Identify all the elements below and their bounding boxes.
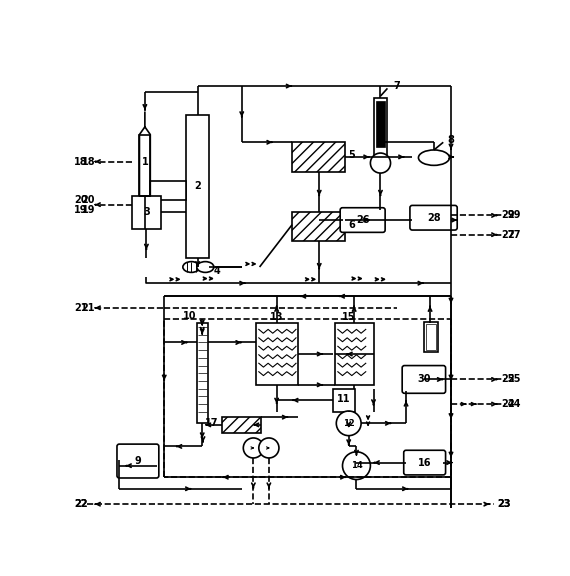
FancyBboxPatch shape bbox=[404, 450, 446, 475]
Text: 14: 14 bbox=[351, 461, 363, 470]
Bar bbox=[333, 389, 355, 412]
Text: 5: 5 bbox=[349, 150, 356, 160]
Circle shape bbox=[336, 411, 361, 435]
Text: 20: 20 bbox=[82, 195, 95, 205]
Bar bbox=[292, 142, 345, 172]
Text: 23: 23 bbox=[497, 499, 511, 509]
Bar bbox=[132, 196, 161, 229]
Text: 6: 6 bbox=[349, 219, 356, 230]
FancyBboxPatch shape bbox=[402, 366, 446, 393]
Bar bbox=[150, 181, 186, 200]
Circle shape bbox=[370, 153, 390, 173]
Text: 18: 18 bbox=[82, 157, 95, 166]
Bar bbox=[292, 211, 345, 241]
Text: 28: 28 bbox=[427, 213, 441, 223]
Text: 20: 20 bbox=[74, 195, 87, 205]
FancyBboxPatch shape bbox=[340, 208, 385, 232]
Bar bbox=[256, 323, 298, 385]
Circle shape bbox=[343, 452, 370, 480]
Bar bbox=[197, 323, 207, 423]
Text: 10: 10 bbox=[184, 310, 197, 320]
Bar bbox=[424, 321, 438, 353]
Text: 22: 22 bbox=[74, 499, 87, 509]
Text: 29: 29 bbox=[501, 210, 514, 221]
Text: 19: 19 bbox=[82, 205, 95, 215]
Text: 3: 3 bbox=[143, 207, 150, 217]
Bar bbox=[373, 98, 388, 156]
Text: 12: 12 bbox=[343, 419, 355, 428]
Text: 13: 13 bbox=[270, 312, 283, 322]
Circle shape bbox=[259, 438, 279, 458]
Text: 19: 19 bbox=[74, 205, 87, 215]
Bar bbox=[426, 324, 435, 350]
Text: 27: 27 bbox=[501, 230, 514, 240]
Text: 24: 24 bbox=[501, 399, 514, 409]
Text: 22: 22 bbox=[74, 499, 87, 509]
Text: 8: 8 bbox=[447, 135, 454, 145]
Text: 30: 30 bbox=[417, 374, 430, 384]
Text: 17: 17 bbox=[205, 418, 218, 429]
Text: 24: 24 bbox=[507, 399, 521, 409]
Ellipse shape bbox=[183, 262, 200, 272]
Text: 25: 25 bbox=[507, 374, 521, 384]
FancyBboxPatch shape bbox=[410, 206, 457, 230]
Text: 26: 26 bbox=[356, 215, 369, 225]
Bar bbox=[140, 135, 150, 196]
Text: 25: 25 bbox=[501, 374, 514, 384]
Bar bbox=[376, 101, 385, 147]
Text: 27: 27 bbox=[507, 230, 521, 240]
Text: 23: 23 bbox=[497, 499, 511, 509]
Text: 21: 21 bbox=[74, 303, 87, 313]
Text: 15: 15 bbox=[342, 312, 356, 322]
Ellipse shape bbox=[418, 150, 450, 165]
Ellipse shape bbox=[197, 262, 214, 272]
Text: 29: 29 bbox=[507, 210, 521, 221]
Text: 11: 11 bbox=[337, 393, 350, 404]
Bar bbox=[186, 115, 209, 258]
Text: 16: 16 bbox=[418, 457, 431, 468]
Circle shape bbox=[243, 438, 263, 458]
Text: 1: 1 bbox=[141, 157, 148, 166]
Text: 4: 4 bbox=[214, 266, 221, 276]
Text: 2: 2 bbox=[194, 181, 201, 191]
Text: 18: 18 bbox=[74, 157, 87, 166]
Text: 21: 21 bbox=[82, 303, 95, 313]
FancyBboxPatch shape bbox=[117, 444, 159, 478]
Bar bbox=[335, 323, 373, 385]
Text: 9: 9 bbox=[135, 456, 141, 466]
Bar bbox=[222, 417, 261, 433]
Text: 7: 7 bbox=[393, 81, 400, 91]
